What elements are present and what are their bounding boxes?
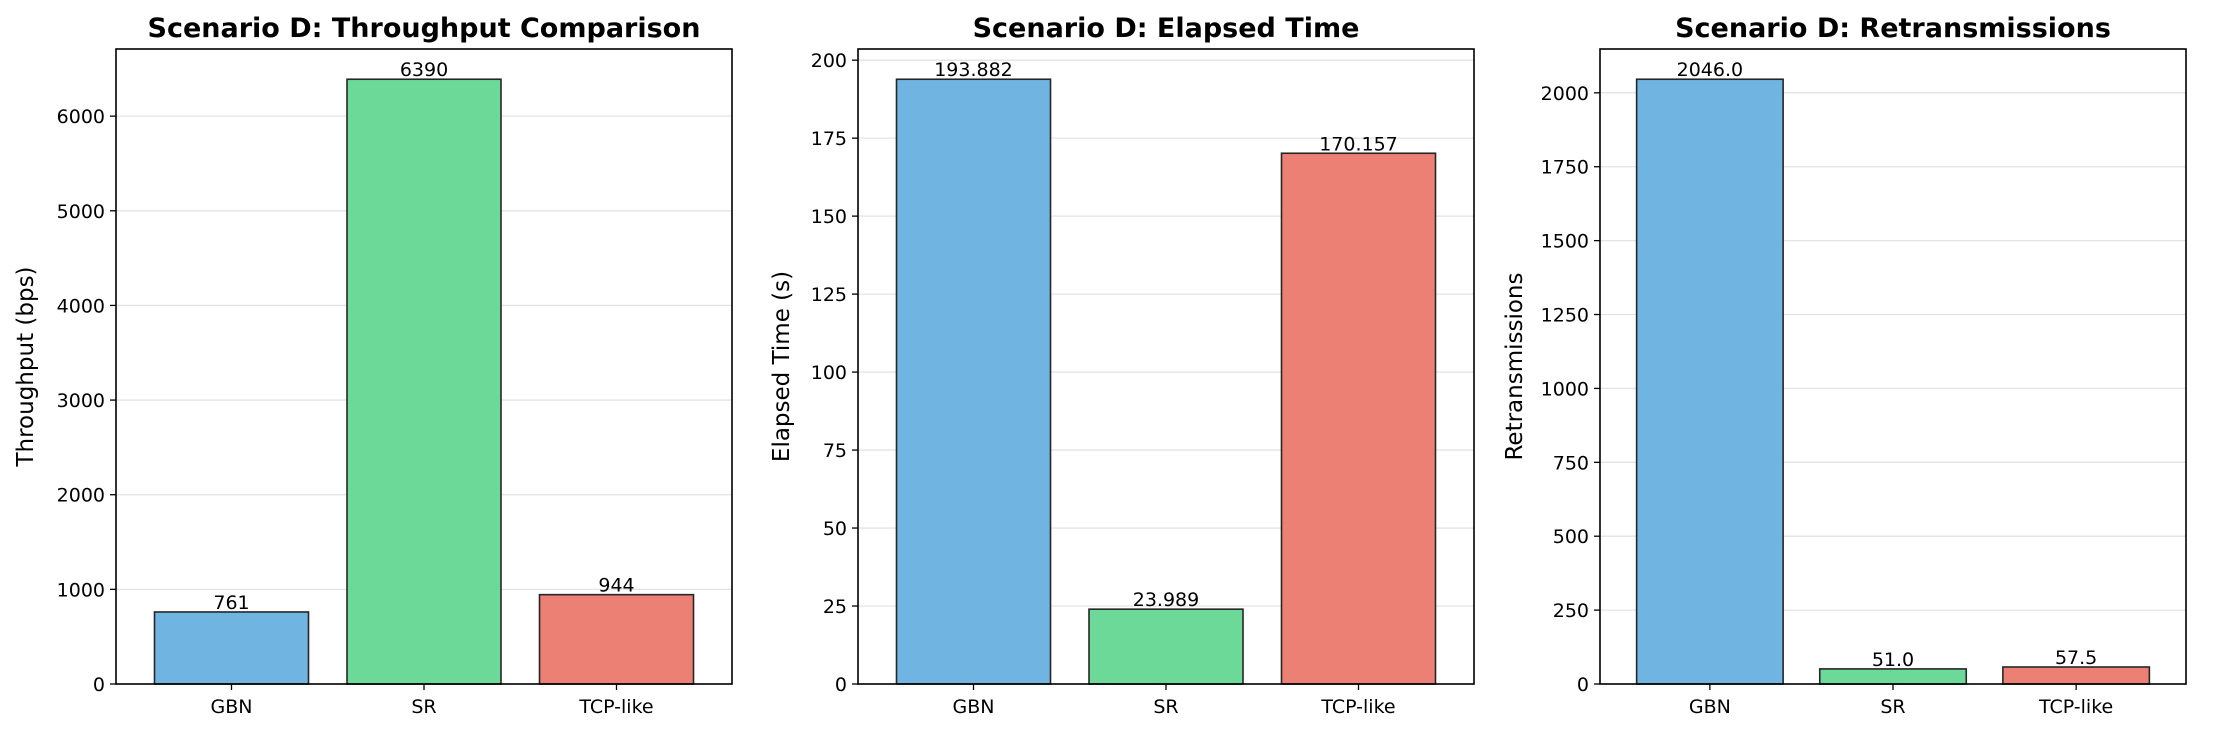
x-tick-label: TCP-like xyxy=(2038,696,2113,718)
y-axis-label: Retransmissions xyxy=(1502,272,1528,460)
y-tick-label: 750 xyxy=(1553,452,1589,474)
x-tick-label: SR xyxy=(411,696,436,718)
x-tick-label: GBN xyxy=(953,696,995,718)
chart-panel-2: 193.882 GBN 23.989 SR 170.157 TCP-like 0 25 50 75… xyxy=(769,13,1475,718)
data-label: 944 xyxy=(598,575,634,597)
y-tick-label: 6000 xyxy=(57,106,105,128)
x-tick-label: SR xyxy=(1880,696,1905,718)
y-tick-label: 1000 xyxy=(1541,378,1589,400)
x-tick-label: TCP-like xyxy=(578,696,653,718)
bar-sr xyxy=(346,78,502,685)
chart-title: Scenario D: Retransmissions xyxy=(1675,13,2111,44)
y-tick-label: 3000 xyxy=(57,390,105,412)
y-axis-label: Throughput (bps) xyxy=(13,266,39,467)
chart-panel-1: 761 GBN 6390 SR 944 TCP-like 0 1000 2000 3000 4000… xyxy=(13,13,733,718)
bar-tcp-like xyxy=(1280,152,1437,685)
y-tick-label: 500 xyxy=(1553,526,1589,548)
y-tick-label: 200 xyxy=(811,50,847,72)
chart-panel-3: 2046.0 GBN 51.0 SR 57.5 TCP-like 0 250 500 750 100… xyxy=(1502,13,2187,718)
y-tick-label: 2000 xyxy=(1541,83,1589,105)
bar-gbn xyxy=(153,611,310,685)
data-label: 170.157 xyxy=(1319,133,1398,155)
bar-tcp-like xyxy=(2002,666,2151,685)
y-tick-label: 1000 xyxy=(57,579,105,601)
data-label: 57.5 xyxy=(2055,647,2097,669)
y-axis-label: Elapsed Time (s) xyxy=(769,271,795,462)
bar-sr xyxy=(1088,608,1244,685)
plot-frame xyxy=(1599,48,2187,685)
y-tick-label: 25 xyxy=(823,596,847,618)
y-tick-label: 125 xyxy=(811,284,847,306)
y-tick-label: 0 xyxy=(93,674,105,696)
bar-gbn xyxy=(895,78,1052,685)
bar-tcp-like xyxy=(538,593,695,685)
plot-frame xyxy=(857,48,1475,685)
data-label: 6390 xyxy=(400,59,448,81)
y-tick-label: 5000 xyxy=(57,201,105,223)
chart-title: Scenario D: Throughput Comparison xyxy=(148,13,701,44)
data-label: 2046.0 xyxy=(1677,59,1743,81)
y-tick-label: 0 xyxy=(835,674,847,696)
bar-sr xyxy=(1818,668,1968,685)
y-tick-label: 2000 xyxy=(57,485,105,507)
data-label: 51.0 xyxy=(1872,649,1914,671)
y-tick-label: 0 xyxy=(1577,674,1589,696)
y-tick-label: 150 xyxy=(811,206,847,228)
data-label: 23.989 xyxy=(1133,589,1199,611)
x-tick-label: GBN xyxy=(211,696,253,718)
data-label: 193.882 xyxy=(934,59,1013,81)
y-tick-label: 50 xyxy=(823,518,847,540)
x-tick-label: TCP-like xyxy=(1320,696,1395,718)
x-tick-label: GBN xyxy=(1689,696,1731,718)
data-label: 761 xyxy=(213,592,249,614)
y-tick-label: 1500 xyxy=(1541,231,1589,253)
x-tick-label: SR xyxy=(1153,696,1178,718)
y-tick-label: 250 xyxy=(1553,600,1589,622)
bar-gbn xyxy=(1635,78,1784,685)
y-tick-label: 4000 xyxy=(57,295,105,317)
y-tick-label: 1250 xyxy=(1541,305,1589,327)
y-tick-label: 100 xyxy=(811,362,847,384)
y-tick-label: 75 xyxy=(823,440,847,462)
plot-frame xyxy=(115,48,733,685)
y-tick-label: 175 xyxy=(811,128,847,150)
y-tick-label: 1750 xyxy=(1541,157,1589,179)
chart-title: Scenario D: Elapsed Time xyxy=(973,13,1360,44)
